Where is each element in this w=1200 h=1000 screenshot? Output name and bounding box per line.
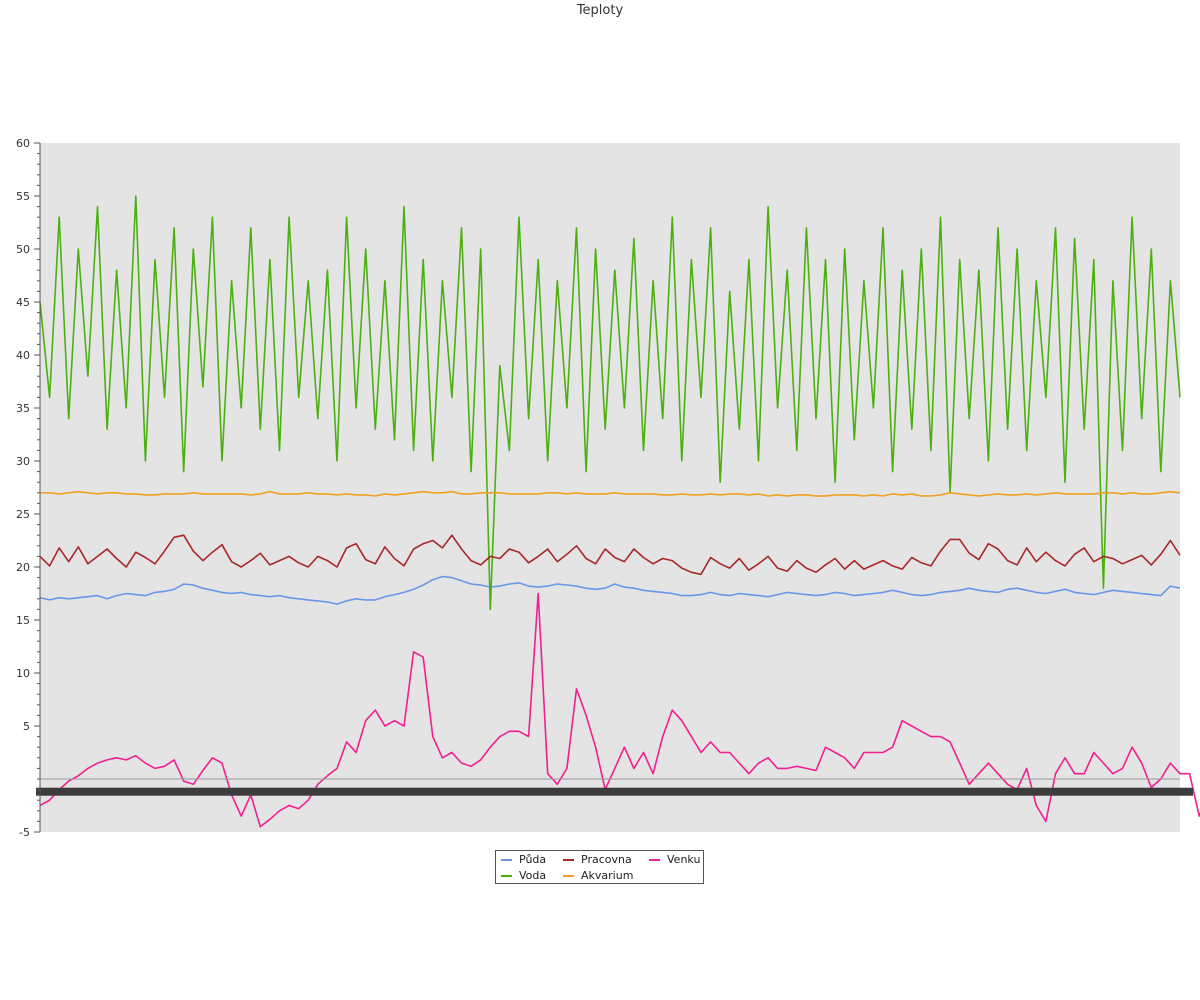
series-line-voda [39,195,1181,611]
y-tick-label: 30 [16,455,30,468]
y-tick-label: 40 [16,349,30,362]
legend-item-akvarium: Akvarium [563,869,633,883]
plot-area [40,143,1180,832]
y-tick-label: 50 [16,243,30,256]
legend-swatch-venku [649,859,660,861]
legend-item-puda: Půda [501,853,546,867]
legend-item-pracovna: Pracovna [563,853,632,867]
series-group [39,195,1200,828]
y-tick-label: 15 [16,614,30,627]
legend-label-puda: Půda [519,853,547,866]
legend-swatch-akvarium [563,875,574,877]
y-tick-label: 55 [16,190,30,203]
y-tick-label: 10 [16,667,30,680]
legend-label-venku: Venku [667,853,701,866]
legend: Půda Voda Pracovna Akvarium Venku [495,850,704,884]
y-tick-label: -5 [19,826,30,839]
y-tick-label: 45 [16,296,30,309]
legend-item-voda: Voda [501,869,546,883]
legend-label-akvarium: Akvarium [581,869,634,882]
y-tick-label: 20 [16,561,30,574]
chart-title: Teploty [576,3,624,18]
legend-swatch-pracovna [563,859,574,861]
series-line-akvarium [40,490,1181,497]
legend-swatch-puda [501,859,512,861]
y-tick-label: 25 [16,508,30,521]
legend-swatch-voda [501,875,512,877]
y-axis: -5 5 10 15 20 25 30 35 40 45 50 55 60 [16,137,41,839]
series-line-venku [39,592,1200,828]
legend-item-venku: Venku [649,853,700,867]
y-tick-label: 60 [16,137,30,150]
legend-label-voda: Voda [519,869,547,882]
y-tick-label: 35 [16,402,30,415]
legend-label-pracovna: Pracovna [581,853,632,866]
series-line-pracovna [39,534,1181,576]
threshold-band [36,787,1193,796]
y-tick-label: 5 [23,720,30,733]
series-line-puda [39,575,1181,605]
